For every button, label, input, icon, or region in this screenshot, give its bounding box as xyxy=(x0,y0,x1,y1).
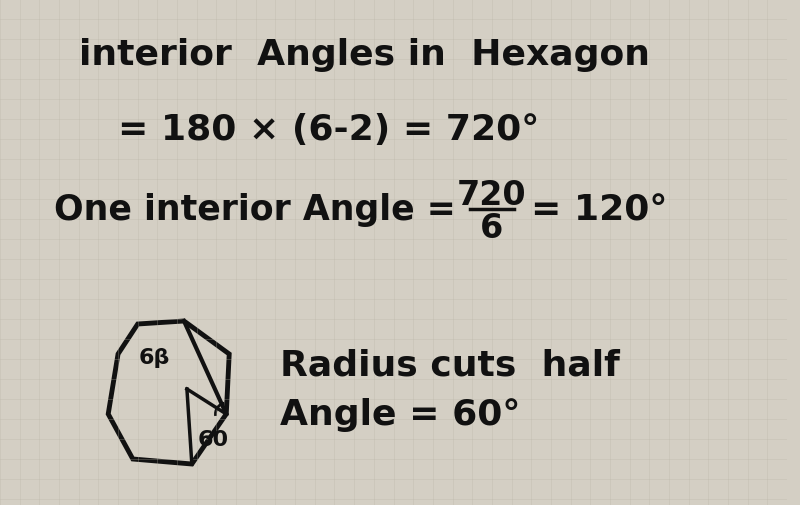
Text: 6β: 6β xyxy=(138,347,170,367)
Text: = 180 × (6-2) = 720°: = 180 × (6-2) = 720° xyxy=(118,113,539,147)
Text: 720: 720 xyxy=(457,178,526,211)
Text: 6: 6 xyxy=(480,211,503,244)
Text: 60: 60 xyxy=(198,429,229,449)
Text: Radius cuts  half: Radius cuts half xyxy=(280,347,620,381)
Text: interior  Angles in  Hexagon: interior Angles in Hexagon xyxy=(78,38,650,72)
Text: Angle = 60°: Angle = 60° xyxy=(280,397,521,431)
Text: One interior Angle =: One interior Angle = xyxy=(54,192,456,227)
Text: = 120°: = 120° xyxy=(531,192,667,227)
